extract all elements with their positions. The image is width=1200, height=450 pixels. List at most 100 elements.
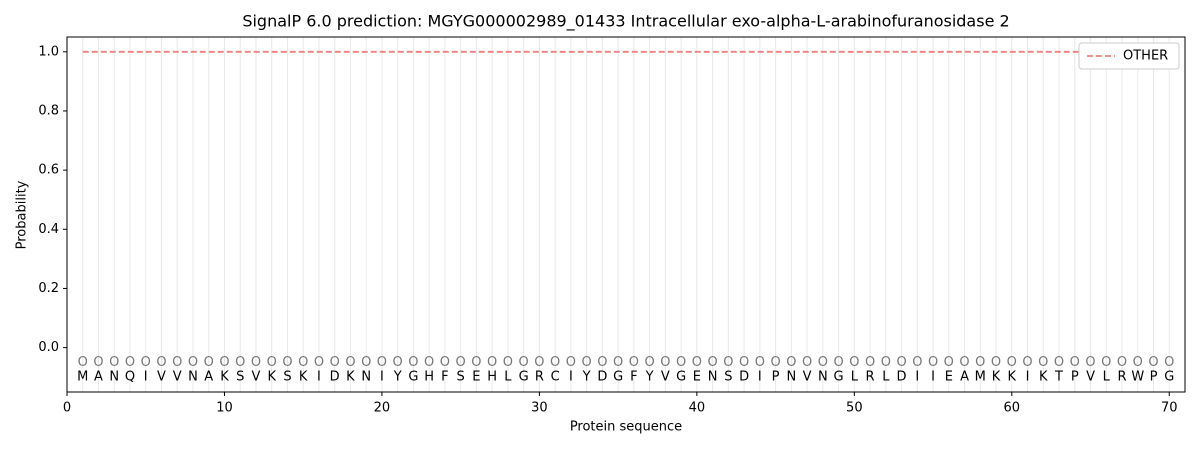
region-label: O (408, 355, 418, 370)
residue-letter: Y (393, 370, 402, 385)
region-label: O (1164, 355, 1174, 370)
region-label: O (503, 355, 513, 370)
region-label: O (487, 355, 497, 370)
x-tick-label: 70 (1161, 401, 1178, 416)
residue-letter: K (1039, 370, 1048, 385)
chart-title: SignalP 6.0 prediction: MGYG000002989_01… (242, 12, 1009, 32)
region-label: O (849, 355, 859, 370)
residue-letter: A (94, 370, 103, 385)
residue-letter: G (408, 370, 418, 385)
region-label: O (645, 355, 655, 370)
y-tick-label: 0.8 (38, 103, 59, 118)
residue-letter: P (1150, 370, 1158, 385)
region-label: O (93, 355, 103, 370)
region-label: O (298, 355, 308, 370)
residue-letter: V (803, 370, 812, 385)
residue-letter: K (267, 370, 276, 385)
region-label: O (78, 355, 88, 370)
residue-letter: C (551, 370, 560, 385)
region-label: O (1148, 355, 1158, 370)
region-label: O (204, 355, 214, 370)
x-axis-label: Protein sequence (570, 420, 682, 435)
residue-letter: M (975, 370, 986, 385)
region-label: O (582, 355, 592, 370)
residue-letter: I (1026, 370, 1030, 385)
x-tick-label: 40 (689, 401, 706, 416)
region-label: O (188, 355, 198, 370)
residue-letter: P (772, 370, 780, 385)
region-label: O (267, 355, 277, 370)
region-label: O (802, 355, 812, 370)
residue-letter: I (144, 370, 148, 385)
residue-letter: R (866, 370, 875, 385)
region-label: O (550, 355, 560, 370)
residue-letter: E (693, 370, 701, 385)
y-tick-label: 0.2 (38, 281, 59, 296)
region-label: O (881, 355, 891, 370)
region-label: O (770, 355, 780, 370)
residue-letter: D (739, 370, 749, 385)
region-label: O (1085, 355, 1095, 370)
region-label: O (944, 355, 954, 370)
residue-letter: K (220, 370, 229, 385)
x-tick-label: 0 (63, 401, 71, 416)
y-tick-label: 0.6 (38, 163, 59, 178)
region-label: O (235, 355, 245, 370)
region-label: O (377, 355, 387, 370)
y-tick-label: 1.0 (38, 44, 59, 59)
residue-letter: F (630, 370, 637, 385)
region-label: O (613, 355, 623, 370)
residue-letter: G (519, 370, 529, 385)
x-tick-label: 50 (846, 401, 863, 416)
region-label: O (959, 355, 969, 370)
region-label: O (597, 355, 607, 370)
residue-letter: G (834, 370, 844, 385)
residue-letter: I (915, 370, 919, 385)
residue-letter: E (945, 370, 953, 385)
residue-letter: D (897, 370, 907, 385)
residue-letter: D (330, 370, 340, 385)
region-label: O (456, 355, 466, 370)
region-label: O (660, 355, 670, 370)
region-label: O (282, 355, 292, 370)
residue-letter: G (613, 370, 623, 385)
residue-letter: G (1164, 370, 1174, 385)
residue-letter: I (569, 370, 573, 385)
residue-letter: R (1117, 370, 1126, 385)
residue-letter: S (283, 370, 291, 385)
residue-letter: V (252, 370, 261, 385)
region-label: O (912, 355, 922, 370)
residue-letter: M (77, 370, 88, 385)
x-tick-label: 10 (216, 401, 233, 416)
region-label: O (361, 355, 371, 370)
residue-letter: V (173, 370, 182, 385)
residue-letter: A (204, 370, 213, 385)
residue-letter: V (157, 370, 166, 385)
region-label: O (896, 355, 906, 370)
residue-letter: N (786, 370, 796, 385)
residue-letter: H (487, 370, 497, 385)
residue-letter: K (299, 370, 308, 385)
residue-letter: Y (645, 370, 654, 385)
residue-letter: F (441, 370, 448, 385)
region-label: O (109, 355, 119, 370)
residue-letter: I (317, 370, 321, 385)
residue-letter: G (676, 370, 686, 385)
x-tick-label: 60 (1004, 401, 1021, 416)
region-label: O (723, 355, 733, 370)
y-axis-label: Probability (15, 180, 30, 249)
region-label: O (330, 355, 340, 370)
residue-letter: S (236, 370, 244, 385)
residue-letter: K (992, 370, 1001, 385)
plot-frame (66, 36, 1186, 393)
residue-letter: L (851, 370, 859, 385)
residue-letter: R (535, 370, 544, 385)
region-label: O (1070, 355, 1080, 370)
region-label: O (219, 355, 229, 370)
region-label: O (471, 355, 481, 370)
residue-letter: I (931, 370, 935, 385)
region-label: O (1038, 355, 1048, 370)
region-label: O (865, 355, 875, 370)
region-label: O (251, 355, 261, 370)
residue-letter: L (882, 370, 890, 385)
